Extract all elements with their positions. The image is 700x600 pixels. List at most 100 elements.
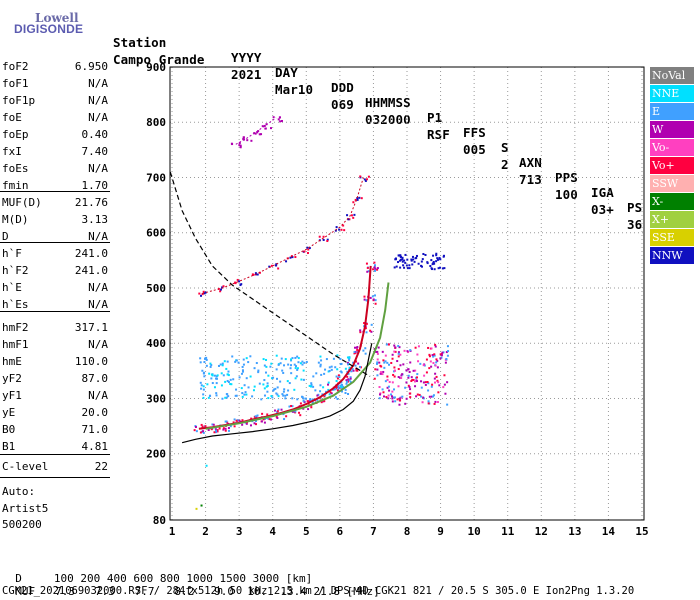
echo-point (224, 396, 227, 399)
echo-point (290, 404, 293, 407)
echo-point (393, 388, 396, 391)
echo-point (398, 259, 401, 262)
echo-point (211, 382, 214, 385)
echo-point (373, 264, 376, 267)
echo-point (373, 261, 376, 264)
echo-point (352, 201, 355, 204)
echo-point (267, 397, 270, 400)
echo-point (225, 393, 228, 396)
echo-point (222, 285, 225, 288)
echo-point (310, 383, 313, 386)
echo-point (279, 362, 282, 365)
x-tick-label: 1 (169, 525, 176, 538)
echo-point (420, 380, 423, 383)
echo-point (316, 394, 319, 397)
echo-point (283, 388, 286, 391)
echo-point (264, 371, 267, 374)
echo-point (314, 389, 317, 392)
param-row: h`F 241.0 (2, 247, 108, 263)
echo-point (273, 388, 276, 391)
param-key: B0 (2, 423, 16, 436)
echo-point (322, 386, 325, 389)
echo-point (434, 343, 437, 346)
echo-point (336, 397, 339, 400)
echo-point (204, 425, 207, 428)
param-row: B0 71.0 (2, 423, 108, 439)
echo-point (437, 381, 440, 384)
echo-point (426, 381, 429, 384)
echo-point (245, 422, 248, 425)
echo-point (227, 381, 230, 384)
echo-point (201, 425, 204, 428)
echo-point (202, 388, 205, 391)
param-key: foEs (2, 162, 29, 175)
echo-point (199, 431, 202, 434)
echo-point (289, 367, 292, 370)
echo-point (294, 356, 297, 359)
echo-point (384, 380, 387, 383)
echo-point (238, 280, 241, 283)
chart-grid (170, 67, 644, 520)
header-label: DDD (331, 80, 354, 95)
echo-point (323, 395, 326, 398)
echo-point (344, 388, 347, 391)
echo-point (381, 350, 384, 353)
param-row: MUF(D) 21.76 (2, 196, 108, 212)
header-value: 03+ (591, 202, 614, 217)
echo-point (272, 376, 275, 379)
echo-point (209, 365, 212, 368)
echo-point (414, 385, 417, 388)
echo-point (398, 403, 401, 406)
echo-point (364, 352, 367, 355)
echo-point (249, 355, 252, 358)
echo-point (268, 418, 271, 421)
echo-point (254, 420, 257, 423)
echo-point (438, 257, 441, 260)
echo-point (367, 175, 370, 178)
chart-ticks: 1 2 3 4 5 6 7 8 9 10 11 12 13 14 158020030040050060070… (146, 61, 649, 538)
echo-point (436, 258, 439, 261)
echo-point (345, 379, 348, 382)
param-row: hmF2 317.1 (2, 321, 108, 337)
echo-point (354, 346, 357, 349)
echo-point (440, 352, 443, 355)
echo-point (441, 267, 444, 270)
echo-point (344, 367, 347, 370)
echo-point (195, 430, 198, 433)
echo-point (446, 354, 449, 357)
echo-point (387, 343, 390, 346)
echo-point (213, 386, 216, 389)
echo-point (423, 364, 426, 367)
echo-point (394, 350, 397, 353)
echo-point (203, 361, 206, 364)
y-tick-label: 80 (153, 514, 166, 527)
echo-point (287, 363, 290, 366)
echo-point (211, 423, 214, 426)
echo-point (427, 402, 430, 405)
echo-point (230, 142, 233, 145)
param-row: D N/A (2, 230, 108, 246)
echo-point (401, 395, 404, 398)
distance-value: 1000 (186, 572, 213, 585)
echo-point (227, 427, 230, 430)
echo-point (401, 258, 404, 261)
x-tick-label: 8 (404, 525, 411, 538)
echo-point (285, 415, 288, 418)
auto-label: Auto: (2, 485, 36, 498)
echo-point (365, 262, 368, 265)
echo-point (291, 357, 294, 360)
echo-point (318, 235, 321, 238)
echo-point (269, 365, 272, 368)
echo-point (245, 357, 248, 360)
trace-line (169, 171, 371, 377)
echo-point (345, 382, 348, 385)
echo-point (324, 394, 327, 397)
trace-line (181, 343, 373, 444)
echo-point (319, 390, 322, 393)
param-row: foE N/A (2, 111, 108, 127)
trace-line (202, 177, 364, 294)
echo-point (272, 116, 275, 119)
echo-point (366, 266, 369, 269)
echo-point (382, 359, 385, 362)
echo-point (433, 354, 436, 357)
